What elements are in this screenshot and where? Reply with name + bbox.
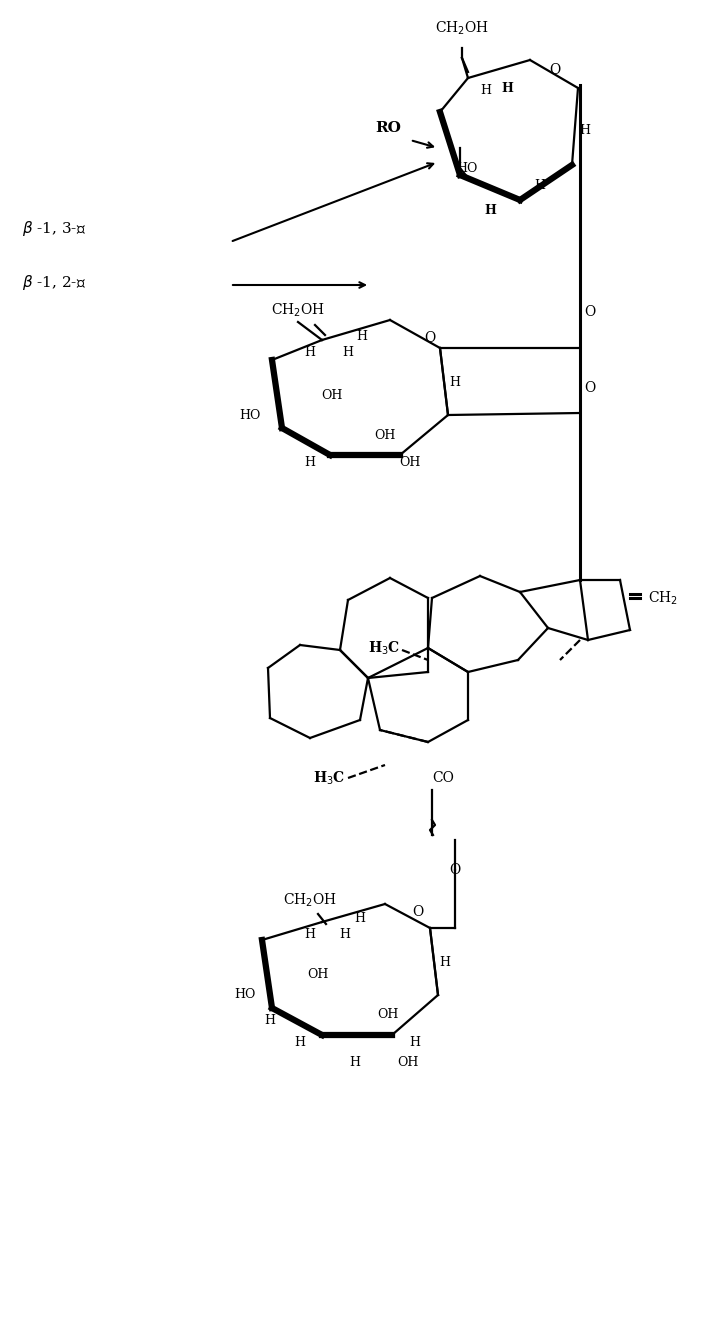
Text: H: H	[349, 1055, 361, 1069]
Text: OH: OH	[374, 429, 395, 441]
Text: H: H	[265, 1014, 275, 1026]
Text: OH: OH	[377, 1009, 399, 1022]
Text: H: H	[342, 346, 354, 358]
Text: HO: HO	[239, 409, 261, 421]
Text: CO: CO	[432, 771, 454, 786]
Text: CH$_2$OH: CH$_2$OH	[283, 891, 337, 908]
Text: H: H	[481, 84, 491, 96]
Text: H: H	[340, 927, 350, 941]
Text: H: H	[304, 346, 316, 358]
Text: H: H	[357, 330, 368, 342]
Text: H: H	[354, 911, 366, 925]
Text: O: O	[585, 381, 596, 395]
Text: CH$_2$OH: CH$_2$OH	[271, 302, 325, 319]
Text: HO: HO	[234, 989, 256, 1002]
Text: H: H	[304, 927, 316, 941]
Text: O: O	[424, 331, 436, 345]
Text: CH$_2$OH: CH$_2$OH	[435, 19, 489, 36]
Text: OH: OH	[400, 456, 421, 469]
Text: H: H	[580, 123, 590, 136]
Text: HO: HO	[457, 162, 478, 175]
Text: OH: OH	[397, 1055, 419, 1069]
Text: H: H	[304, 456, 316, 469]
Text: H$_3$C: H$_3$C	[368, 640, 400, 657]
Text: H: H	[409, 1035, 421, 1049]
Text: H: H	[501, 81, 513, 95]
Text: O: O	[450, 863, 460, 876]
Text: $\beta$ -1, 3-键: $\beta$ -1, 3-键	[22, 219, 86, 238]
Text: RO: RO	[375, 122, 401, 135]
Text: O: O	[549, 63, 561, 77]
Text: O: O	[412, 904, 424, 919]
Text: OH: OH	[321, 389, 342, 402]
Text: $\beta$ -1, 2-键: $\beta$ -1, 2-键	[22, 273, 86, 291]
Text: H$_3$C: H$_3$C	[313, 770, 345, 787]
Text: CH$_2$: CH$_2$	[648, 589, 678, 607]
Text: H: H	[450, 375, 460, 389]
Text: O: O	[585, 305, 596, 319]
Text: H: H	[534, 179, 546, 191]
Text: H: H	[484, 203, 496, 216]
Text: OH: OH	[307, 969, 329, 982]
Text: H: H	[294, 1035, 306, 1049]
Text: H: H	[440, 955, 450, 969]
